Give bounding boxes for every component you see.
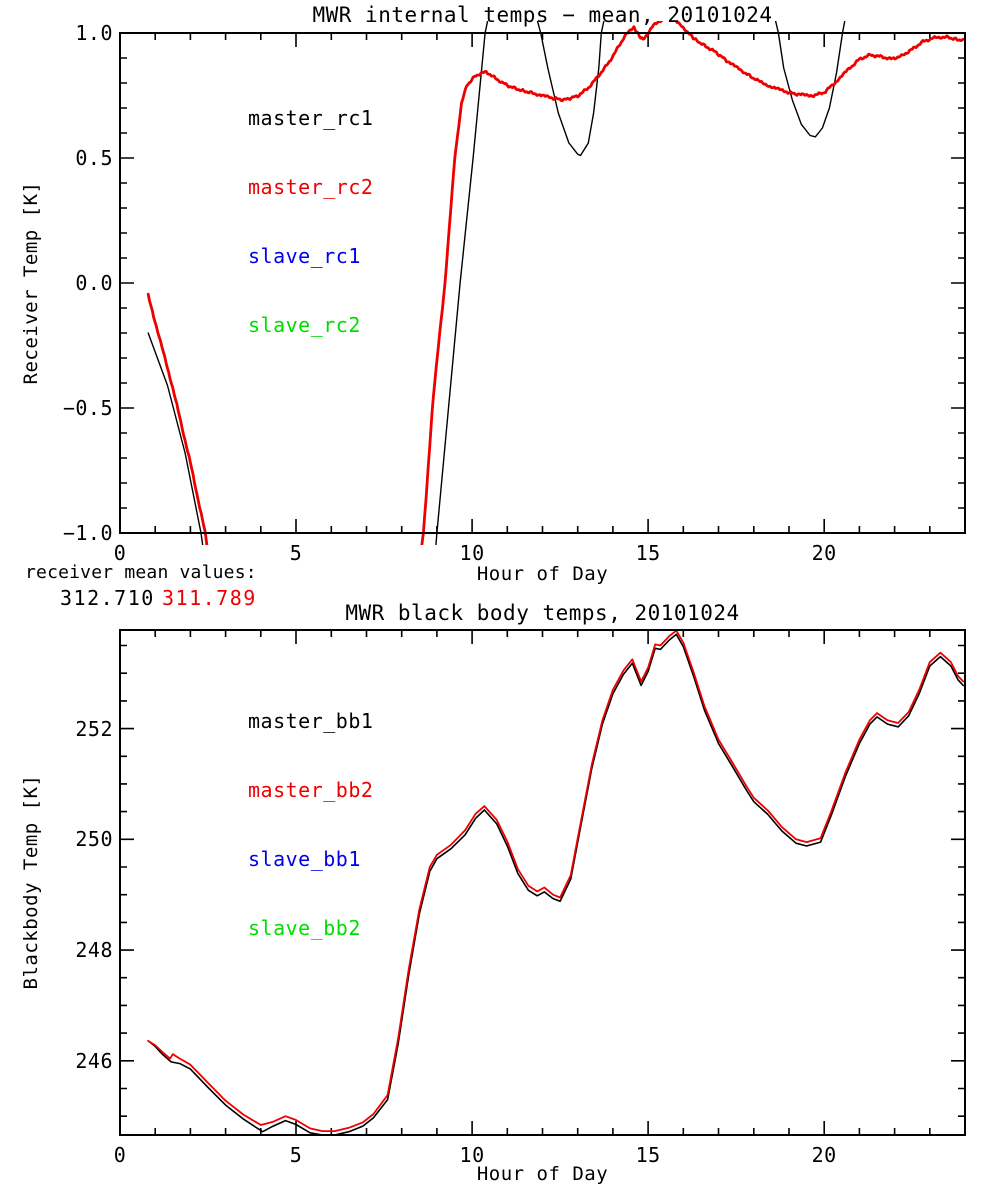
x-tick-label: 10 bbox=[459, 541, 485, 565]
x-tick-label: 20 bbox=[811, 1143, 837, 1167]
receiver-mean-value-1: 312.710 bbox=[60, 586, 155, 610]
legend-item-slave-rc2: slave_rc2 bbox=[248, 313, 361, 337]
y-tick-label: 0.5 bbox=[75, 146, 113, 170]
x-tick-label: 0 bbox=[113, 541, 127, 565]
legend-item-master-rc1: master_rc1 bbox=[248, 106, 374, 130]
legend-item-slave-rc1: slave_rc1 bbox=[248, 244, 361, 268]
y-tick-label: −0.5 bbox=[62, 396, 113, 420]
axis-ticks bbox=[119, 630, 965, 1135]
series-master_bb2-line bbox=[147, 629, 965, 1132]
x-tick-label: 20 bbox=[811, 541, 837, 565]
legend-item-master-rc2: master_rc2 bbox=[248, 175, 374, 199]
x-tick-label: 5 bbox=[289, 541, 303, 565]
x-tick-label: 5 bbox=[289, 1143, 303, 1167]
bottom-legend: master_bb1 master_bb2 slave_bb1 slave_bb… bbox=[248, 664, 373, 986]
axis-ticks bbox=[119, 32, 965, 534]
legend-item-master-bb1: master_bb1 bbox=[248, 709, 374, 733]
y-tick-label: 246 bbox=[75, 1048, 113, 1073]
y-tick-label: 250 bbox=[75, 827, 113, 852]
bottom-plot-title: MWR black body temps, 20101024 bbox=[345, 601, 740, 625]
x-tick-label: 15 bbox=[635, 1143, 661, 1167]
plot-frame bbox=[119, 32, 966, 534]
x-tick-label: 15 bbox=[635, 541, 661, 565]
series-master_rc2-line bbox=[146, 21, 965, 545]
bottom-x-axis-label: Hour of Day bbox=[476, 1163, 609, 1185]
legend-item-slave-bb2: slave_bb2 bbox=[248, 916, 361, 940]
y-tick-label: 248 bbox=[75, 938, 113, 963]
series-master_rc1-line bbox=[147, 21, 846, 545]
top-plot-title: MWR internal temps − mean, 20101024 bbox=[312, 3, 773, 27]
x-tick-label: 10 bbox=[459, 1143, 485, 1167]
y-tick-label: 252 bbox=[75, 716, 113, 741]
plot-frame bbox=[119, 629, 966, 1136]
y-tick-label: −1.0 bbox=[62, 521, 113, 545]
top-legend: master_rc1 master_rc2 slave_rc1 slave_rc… bbox=[248, 61, 373, 383]
y-tick-label: 1.0 bbox=[75, 21, 113, 45]
receiver-mean-values-label: receiver mean values: bbox=[25, 562, 257, 583]
x-tick-label: 0 bbox=[113, 1143, 127, 1167]
legend-item-slave-bb1: slave_bb1 bbox=[248, 847, 361, 871]
receiver-mean-value-2: 311.789 bbox=[162, 586, 257, 610]
legend-item-master-bb2: master_bb2 bbox=[248, 778, 374, 802]
y-tick-label: 0.0 bbox=[75, 271, 113, 295]
top-x-axis-label: Hour of Day bbox=[476, 563, 609, 585]
